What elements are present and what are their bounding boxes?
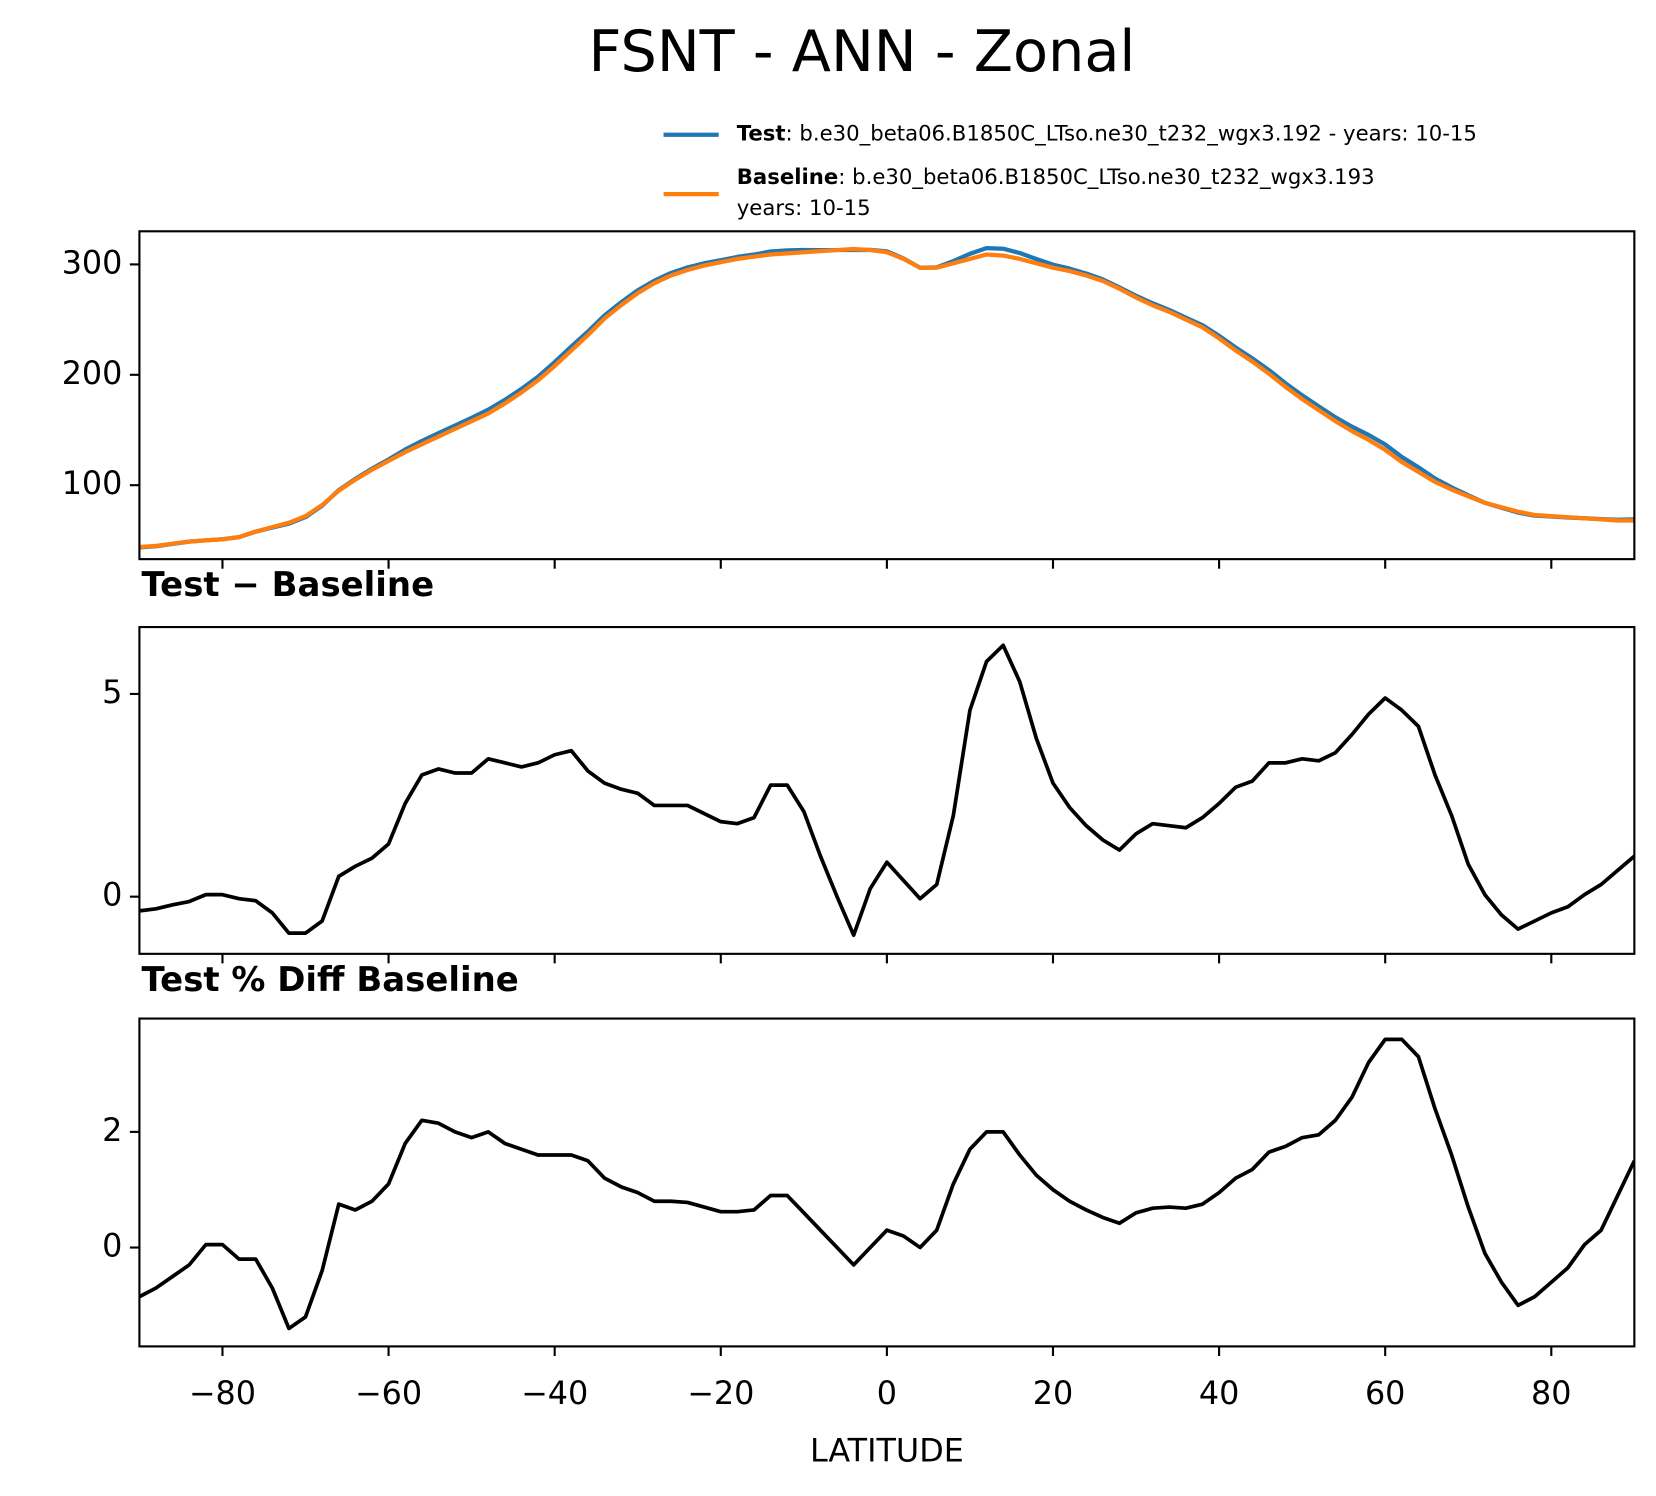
x-tick-label: −40: [521, 1374, 588, 1412]
data-line: [139, 246, 1635, 550]
y-tick-label: 0: [102, 876, 122, 914]
y-tick-label: 300: [62, 243, 123, 281]
x-tick-label: 20: [1033, 1374, 1073, 1412]
x-tick-label: 80: [1531, 1374, 1571, 1412]
y-tick-label: 0: [102, 1227, 122, 1265]
legend-text: years: 10-15: [737, 196, 871, 221]
x-tick-label: 40: [1199, 1374, 1239, 1412]
x-tick-label: −60: [355, 1374, 422, 1412]
data-line: [139, 1037, 1635, 1331]
legend-label: Test: b.e30_beta06.B1850C_LTso.ne30_t232…: [737, 122, 1477, 147]
x-axis-label: LATITUDE: [810, 1431, 964, 1469]
y-tick-label: 2: [102, 1111, 122, 1149]
figure-title: FSNT - ANN - Zonal: [589, 18, 1136, 85]
data-line: [139, 643, 1635, 938]
x-tick-label: 0: [877, 1374, 897, 1412]
y-tick-label: 200: [62, 354, 123, 392]
y-tick-label: 100: [62, 464, 123, 502]
legend-name: Test: [737, 122, 786, 147]
panel-title: Test − Baseline: [142, 565, 435, 605]
panel-title: Test % Diff Baseline: [142, 960, 519, 1000]
x-tick-label: 60: [1365, 1374, 1405, 1412]
x-tick-label: −80: [189, 1374, 256, 1412]
legend-label: Baseline: b.e30_beta06.B1850C_LTso.ne30_…: [737, 165, 1375, 221]
legend-text: : b.e30_beta06.B1850C_LTso.ne30_t232_wgx…: [786, 122, 1477, 147]
legend-text: : b.e30_beta06.B1850C_LTso.ne30_t232_wgx…: [838, 165, 1374, 190]
legend-name: Baseline: [737, 165, 838, 190]
y-tick-label: 5: [102, 673, 122, 711]
x-tick-label: −20: [687, 1374, 754, 1412]
